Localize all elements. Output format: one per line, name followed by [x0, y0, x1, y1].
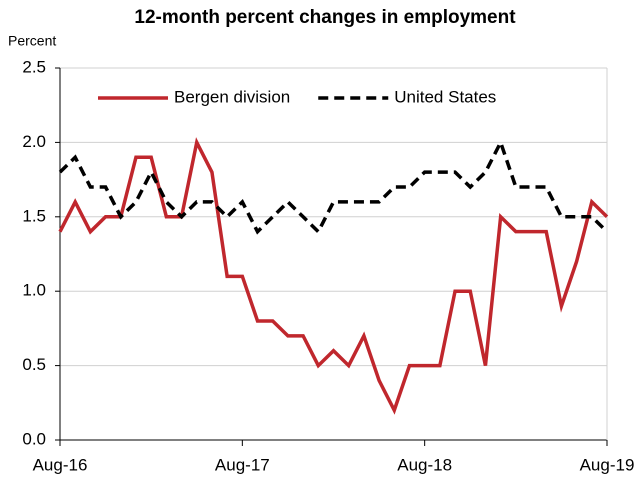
x-tick-label: Aug-19: [580, 455, 635, 474]
x-tick-label: Aug-17: [215, 455, 270, 474]
y-axis-label: Percent: [8, 33, 56, 49]
x-tick-label: Aug-16: [33, 455, 88, 474]
y-tick-label: 1.0: [22, 281, 46, 300]
y-tick-label: 1.5: [22, 206, 46, 225]
y-tick-label: 2.5: [22, 57, 46, 76]
y-tick-label: 0.0: [22, 429, 46, 448]
y-tick-label: 0.5: [22, 355, 46, 374]
y-tick-label: 2.0: [22, 132, 46, 151]
series-line: [58, 137, 609, 415]
x-tick-label: Aug-18: [397, 455, 452, 474]
legend-label: Bergen division: [174, 87, 290, 106]
chart-title: 12-month percent changes in employment: [134, 7, 516, 28]
legend-label: United States: [394, 87, 496, 106]
